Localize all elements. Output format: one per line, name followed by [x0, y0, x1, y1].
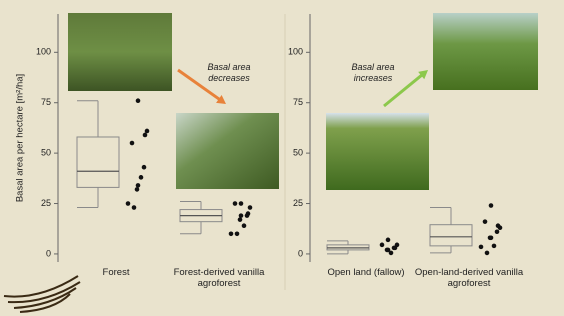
- y-tick-label: 0: [46, 248, 51, 258]
- point: [234, 231, 240, 237]
- point: [494, 229, 500, 235]
- annotation-arrow: [177, 68, 222, 102]
- annotation-arrowhead: [216, 95, 226, 104]
- point: [487, 235, 493, 241]
- category-label: Open-land-derived vanilla agroforest: [414, 267, 524, 289]
- point: [244, 213, 250, 218]
- category-label: Open land (fallow): [327, 267, 405, 278]
- point: [482, 219, 488, 224]
- category-label: Forest-derived vanilla agroforest: [173, 267, 265, 289]
- y-axis-label: Basal area per hectare [m²/ha]: [15, 74, 26, 202]
- agroforest-photo: [433, 13, 538, 90]
- category-label: Forest: [102, 267, 130, 278]
- point: [391, 245, 397, 251]
- point: [495, 223, 501, 229]
- y-tick-label: 75: [41, 97, 51, 107]
- point: [241, 223, 247, 229]
- point: [134, 187, 140, 192]
- fallow-photo: [326, 113, 429, 190]
- annotation-arrow: [383, 73, 424, 108]
- point: [388, 250, 394, 256]
- point: [232, 201, 238, 206]
- point: [238, 213, 244, 218]
- box: [76, 136, 120, 188]
- y-tick-label: 50: [41, 147, 51, 157]
- point: [488, 203, 494, 208]
- point: [125, 201, 131, 206]
- y-tick-label: 0: [298, 248, 303, 258]
- point: [238, 201, 244, 206]
- forest-photo: [68, 13, 172, 91]
- annotation: Basal area increases: [351, 62, 395, 83]
- point: [478, 244, 484, 250]
- box: [429, 224, 473, 247]
- point: [379, 242, 385, 248]
- point: [144, 128, 150, 134]
- y-tick-label: 25: [41, 198, 51, 208]
- point: [484, 250, 490, 256]
- point: [142, 132, 148, 138]
- point: [135, 183, 141, 188]
- y-tick-label: 75: [293, 97, 303, 107]
- point: [138, 175, 144, 180]
- point: [247, 205, 253, 210]
- agroforest-photo: [176, 113, 279, 189]
- point: [141, 164, 147, 170]
- point: [385, 237, 391, 243]
- y-tick-label: 100: [288, 47, 303, 57]
- point: [384, 247, 390, 253]
- point: [135, 98, 141, 103]
- y-tick-label: 25: [293, 198, 303, 208]
- vanilla-pods: [3, 275, 81, 313]
- annotation-arrowhead: [418, 70, 428, 80]
- point: [129, 140, 135, 146]
- point: [228, 231, 234, 237]
- annotation: Basal area decreases: [207, 62, 251, 83]
- point: [491, 243, 497, 249]
- point: [131, 205, 137, 210]
- y-tick-label: 100: [36, 47, 51, 57]
- point: [237, 217, 243, 222]
- y-tick-label: 50: [293, 147, 303, 157]
